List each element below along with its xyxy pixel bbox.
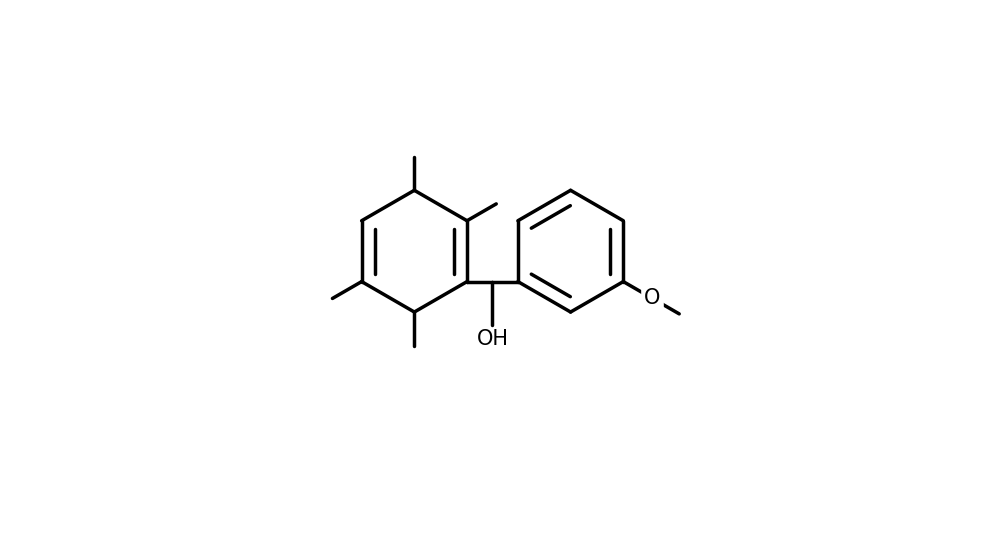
Text: OH: OH — [477, 329, 508, 349]
Text: O: O — [644, 288, 660, 309]
